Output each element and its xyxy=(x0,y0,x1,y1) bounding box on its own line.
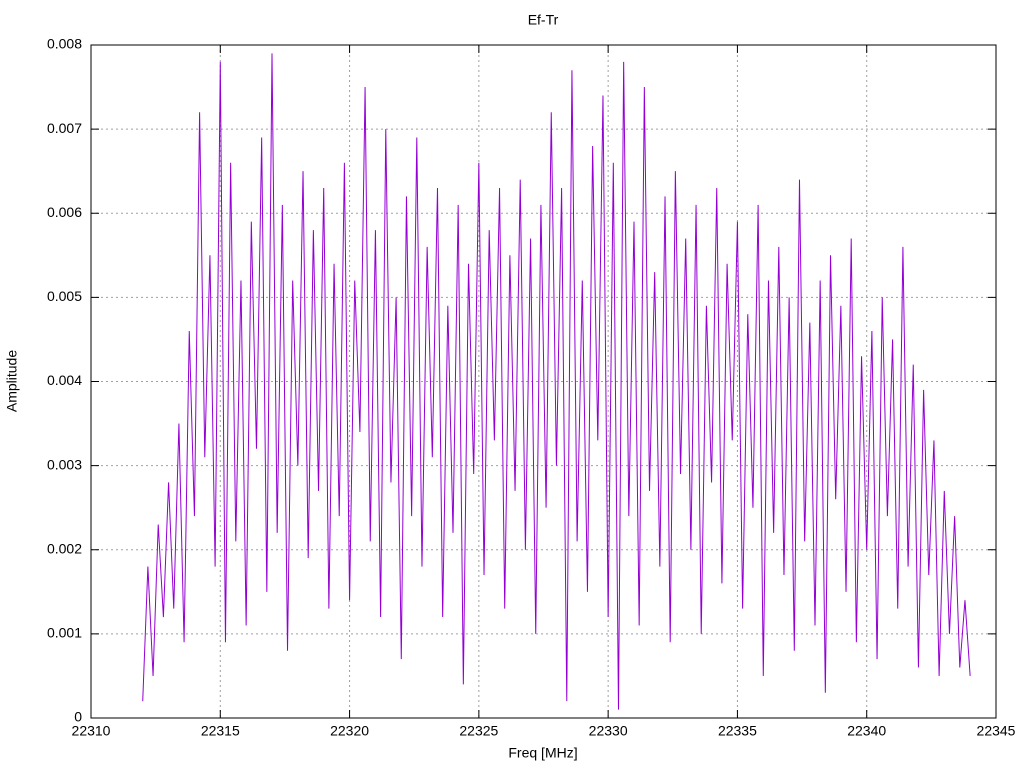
x-tick-label: 22330 xyxy=(589,723,628,739)
x-tick-label: 22325 xyxy=(459,723,498,739)
x-tick-label: 22335 xyxy=(718,723,757,739)
x-tick-label: 22340 xyxy=(847,723,886,739)
data-line xyxy=(142,53,971,710)
x-axis-label: Freq [MHz] xyxy=(508,745,577,761)
x-tick-label: 22315 xyxy=(201,723,240,739)
plot-border xyxy=(90,44,997,719)
y-tick-label: 0.004 xyxy=(47,372,82,388)
x-tick-label: 22345 xyxy=(977,723,1016,739)
y-axis-label: Amplitude xyxy=(4,350,20,412)
x-tick-label: 22310 xyxy=(72,723,111,739)
y-tick-label: 0.001 xyxy=(47,625,82,641)
y-tick-label: 0.003 xyxy=(47,456,82,472)
x-tick-label: 22320 xyxy=(330,723,369,739)
y-tick-label: 0.002 xyxy=(47,540,82,556)
y-tick-label: 0.007 xyxy=(47,120,82,136)
y-tick-label: 0 xyxy=(74,709,82,725)
y-tick-label: 0.008 xyxy=(47,36,82,52)
chart-title: Ef-Tr xyxy=(528,12,559,28)
y-tick-label: 0.006 xyxy=(47,204,82,220)
y-tick-label: 0.005 xyxy=(47,288,82,304)
